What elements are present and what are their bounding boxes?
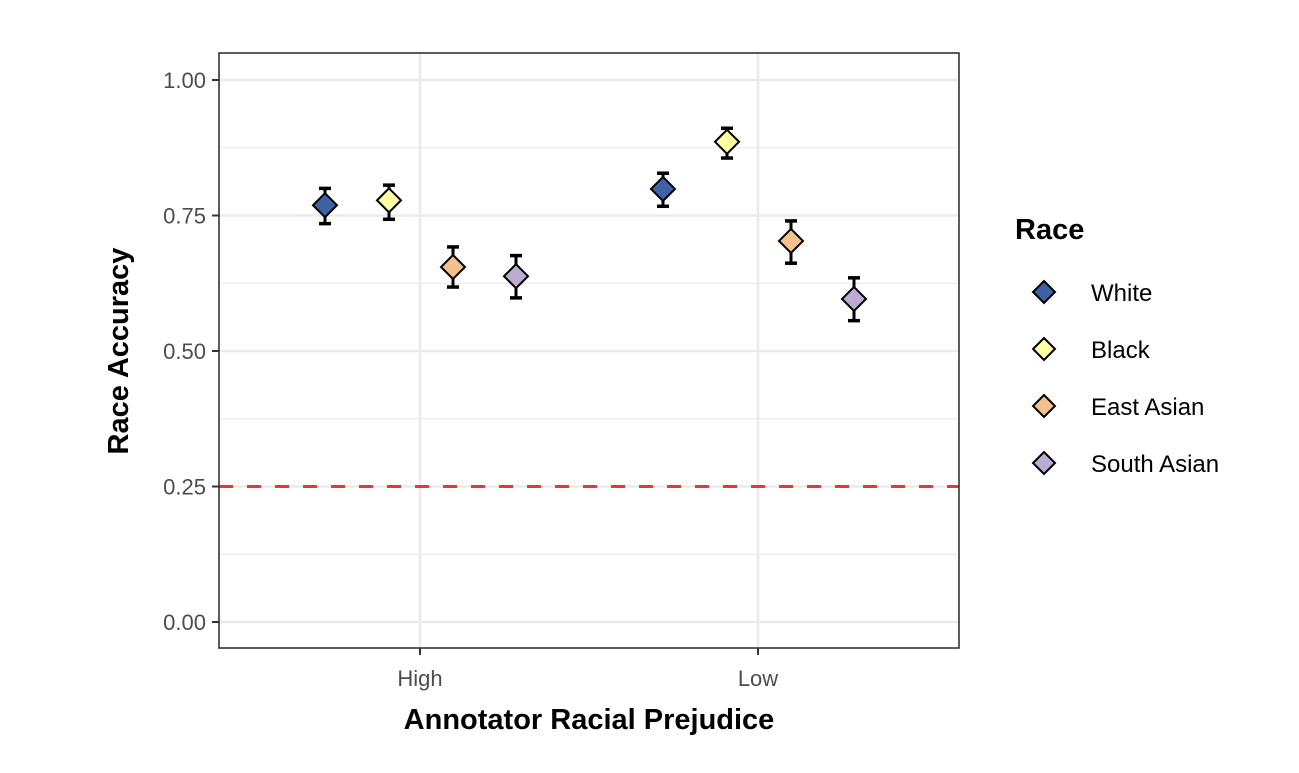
diamond-marker: [375, 186, 403, 214]
y-tick-label: 0.50: [163, 339, 206, 364]
data-points: [311, 126, 868, 323]
diamond-marker: [649, 175, 677, 203]
point-white-high: [311, 186, 339, 226]
point-south-asian-high: [502, 253, 530, 300]
diamond-marker: [713, 128, 741, 156]
legend-diamond-icon: [1031, 450, 1057, 476]
diamond-marker: [777, 227, 805, 255]
legend-label: South Asian: [1091, 451, 1219, 478]
legend-item-black: Black: [1031, 336, 1151, 364]
y-tick-label: 1.00: [163, 68, 206, 93]
legend: Race White Black East Asian South Asian: [1015, 214, 1219, 478]
x-tick-label: High: [397, 666, 442, 691]
legend-items: White Black East Asian South Asian: [1031, 279, 1219, 478]
y-axis: 0.00 0.25 0.50 0.75 1.00: [163, 68, 219, 635]
y-tick-label: 0.00: [163, 610, 206, 635]
legend-item-south-asian: South Asian: [1031, 450, 1219, 478]
x-tick-label: Low: [738, 666, 778, 691]
diamond-marker: [311, 191, 339, 219]
x-axis: High Low: [397, 648, 778, 691]
x-axis-title: Annotator Racial Prejudice: [404, 704, 775, 736]
y-axis-title: Race Accuracy: [103, 248, 135, 455]
legend-label: Black: [1091, 337, 1151, 364]
point-white-low: [649, 171, 677, 209]
legend-diamond-icon: [1031, 393, 1057, 419]
diamond-marker: [439, 253, 467, 281]
point-black-high: [375, 183, 403, 222]
legend-item-white: White: [1031, 279, 1152, 307]
legend-item-east-asian: East Asian: [1031, 393, 1204, 421]
diamond-marker: [502, 262, 530, 290]
legend-title: Race: [1015, 214, 1084, 246]
major-gridlines: [219, 53, 959, 648]
y-tick-label: 0.75: [163, 204, 206, 229]
minor-gridlines: [219, 147, 959, 555]
legend-label: East Asian: [1091, 394, 1204, 421]
point-east-asian-high: [439, 245, 467, 289]
legend-label: White: [1091, 280, 1152, 307]
diamond-marker: [840, 285, 868, 313]
point-south-asian-low: [840, 276, 868, 323]
y-tick-label: 0.25: [163, 475, 206, 500]
legend-diamond-icon: [1031, 279, 1057, 305]
point-east-asian-low: [777, 219, 805, 265]
legend-diamond-icon: [1031, 336, 1057, 362]
point-black-low: [713, 126, 741, 160]
